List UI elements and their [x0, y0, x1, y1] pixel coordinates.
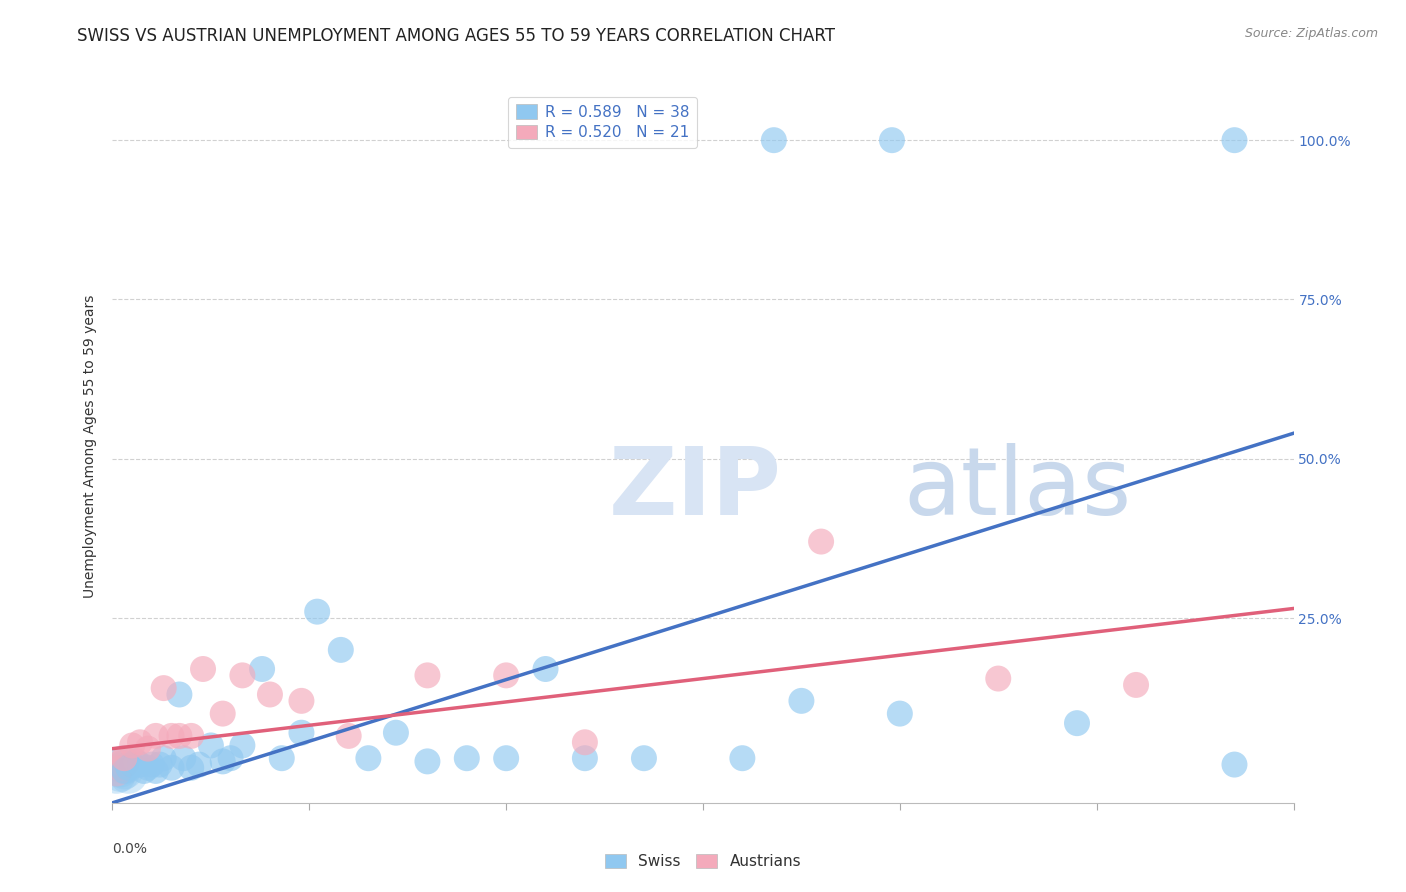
- Point: [136, 741, 159, 756]
- Text: 0.0%: 0.0%: [112, 842, 148, 856]
- Point: [270, 751, 292, 765]
- Point: [1223, 133, 1246, 147]
- Point: [169, 729, 191, 743]
- Point: [121, 757, 143, 772]
- Point: [231, 668, 253, 682]
- Point: [112, 751, 135, 765]
- Point: [307, 605, 329, 619]
- Text: Source: ZipAtlas.com: Source: ZipAtlas.com: [1244, 27, 1378, 40]
- Point: [200, 739, 222, 753]
- Point: [889, 706, 911, 721]
- Point: [105, 764, 128, 778]
- Point: [211, 755, 233, 769]
- Text: SWISS VS AUSTRIAN UNEMPLOYMENT AMONG AGES 55 TO 59 YEARS CORRELATION CHART: SWISS VS AUSTRIAN UNEMPLOYMENT AMONG AGE…: [77, 27, 835, 45]
- Point: [495, 668, 517, 682]
- Point: [160, 761, 183, 775]
- Point: [180, 761, 202, 775]
- Point: [574, 735, 596, 749]
- Point: [141, 757, 163, 772]
- Point: [1125, 678, 1147, 692]
- Point: [117, 761, 139, 775]
- Point: [105, 767, 128, 781]
- Point: [495, 751, 517, 765]
- Point: [534, 662, 557, 676]
- Point: [172, 751, 194, 765]
- Point: [456, 751, 478, 765]
- Point: [1066, 716, 1088, 731]
- Point: [1223, 757, 1246, 772]
- Point: [790, 694, 813, 708]
- Point: [125, 755, 148, 769]
- Point: [169, 688, 191, 702]
- Point: [290, 694, 312, 708]
- Text: ZIP: ZIP: [609, 442, 782, 535]
- Point: [385, 725, 408, 739]
- Point: [880, 133, 903, 147]
- Point: [191, 662, 214, 676]
- Point: [329, 643, 352, 657]
- Text: atlas: atlas: [904, 442, 1132, 535]
- Legend: Swiss, Austrians: Swiss, Austrians: [599, 847, 807, 875]
- Point: [110, 759, 132, 773]
- Point: [149, 757, 172, 772]
- Point: [129, 757, 152, 772]
- Point: [160, 729, 183, 743]
- Point: [731, 751, 754, 765]
- Point: [231, 739, 253, 753]
- Point: [987, 672, 1010, 686]
- Legend: R = 0.589   N = 38, R = 0.520   N = 21: R = 0.589 N = 38, R = 0.520 N = 21: [508, 97, 697, 148]
- Point: [188, 757, 211, 772]
- Point: [121, 739, 143, 753]
- Y-axis label: Unemployment Among Ages 55 to 59 years: Unemployment Among Ages 55 to 59 years: [83, 294, 97, 598]
- Point: [117, 767, 139, 781]
- Point: [337, 729, 360, 743]
- Point: [290, 725, 312, 739]
- Point: [110, 765, 132, 780]
- Point: [219, 751, 242, 765]
- Point: [145, 729, 167, 743]
- Point: [112, 764, 135, 778]
- Point: [112, 757, 135, 772]
- Point: [110, 761, 132, 775]
- Point: [416, 755, 439, 769]
- Point: [633, 751, 655, 765]
- Point: [211, 706, 233, 721]
- Point: [180, 729, 202, 743]
- Point: [112, 755, 135, 769]
- Point: [136, 761, 159, 775]
- Point: [145, 764, 167, 778]
- Point: [152, 751, 174, 765]
- Point: [112, 763, 135, 777]
- Point: [810, 534, 832, 549]
- Point: [132, 764, 155, 778]
- Point: [416, 668, 439, 682]
- Point: [259, 688, 281, 702]
- Point: [129, 735, 152, 749]
- Point: [250, 662, 273, 676]
- Point: [762, 133, 785, 147]
- Point: [357, 751, 380, 765]
- Point: [152, 681, 174, 695]
- Point: [574, 751, 596, 765]
